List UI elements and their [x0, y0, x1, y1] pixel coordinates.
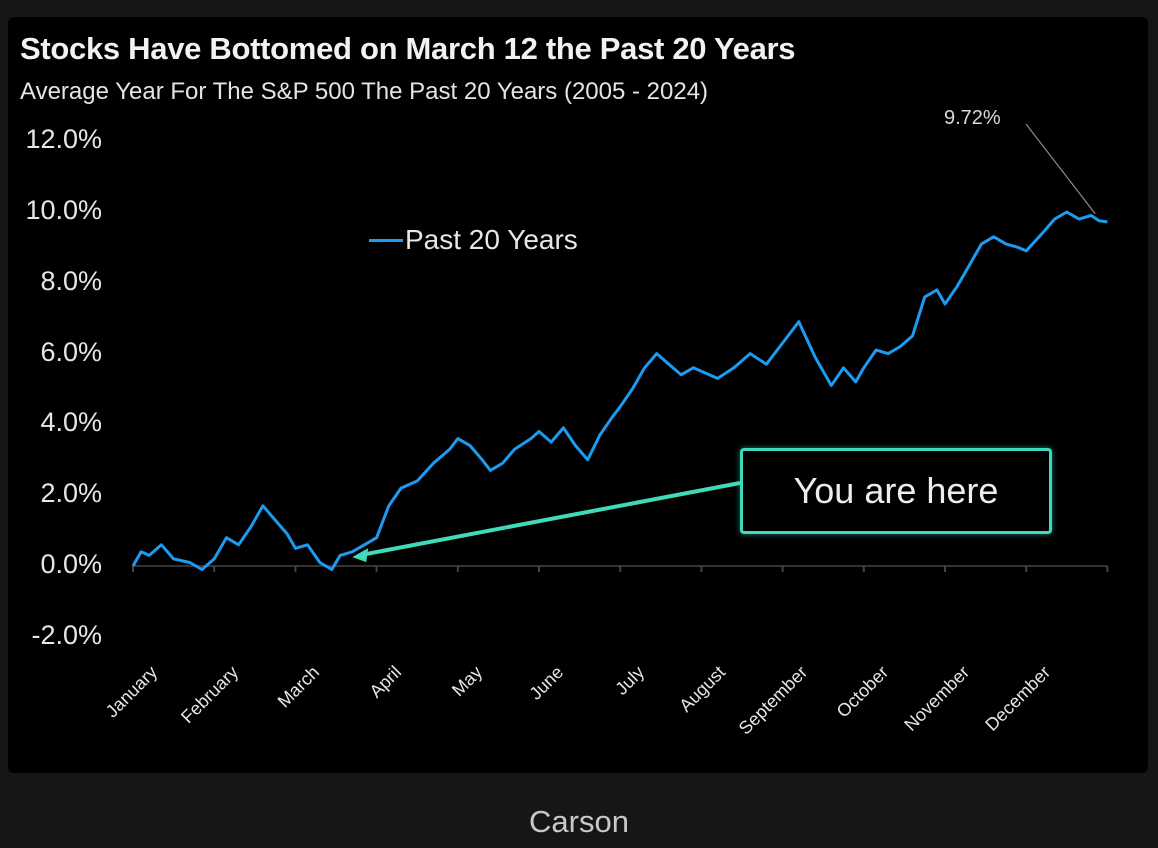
- you-are-here-arrow: [359, 481, 741, 558]
- chart-subtitle: Average Year For The S&P 500 The Past 20…: [20, 78, 709, 105]
- y-tick-label: 12.0%: [25, 124, 102, 155]
- arrowhead-icon: [352, 548, 369, 563]
- y-tick-label: 10.0%: [25, 195, 102, 225]
- y-tick-label: 4.0%: [40, 407, 102, 438]
- legend-label: Past 20 Years: [405, 224, 578, 255]
- you-are-here-callout: You are here: [740, 448, 1052, 534]
- y-tick-label: 6.0%: [40, 336, 102, 367]
- chart-card: Stocks Have Bottomed on March 12 the Pas…: [8, 17, 1148, 773]
- source-caption: Carson: [529, 804, 629, 839]
- legend: Past 20 Years: [369, 224, 578, 256]
- y-tick-label: -2.0%: [31, 619, 102, 650]
- x-axis-tick-marks: [132, 566, 1109, 572]
- legend-swatch: [369, 238, 403, 242]
- end-value-label: 9.72%: [944, 107, 1001, 129]
- y-tick-label: 0.0%: [40, 549, 102, 579]
- callout-text: You are here: [793, 470, 999, 511]
- y-tick-label: 2.0%: [40, 478, 102, 509]
- end-value-leader-line: [1025, 123, 1096, 215]
- y-tick-label: 8.0%: [40, 265, 102, 296]
- plot-area: [131, 123, 1109, 572]
- chart-title: Stocks Have Bottomed on March 12 the Pas…: [20, 31, 796, 66]
- series-line-past-20-years: [131, 210, 1108, 571]
